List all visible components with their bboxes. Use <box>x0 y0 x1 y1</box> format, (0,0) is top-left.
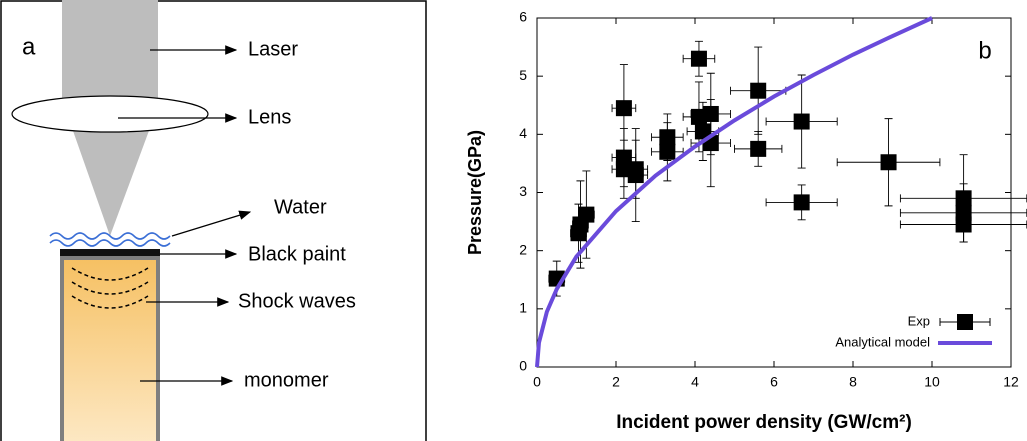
y-tick-label: 0 <box>519 358 527 374</box>
x-tick-label: 0 <box>533 374 541 390</box>
arrows <box>118 45 252 386</box>
marker <box>793 113 810 130</box>
y-tick-label: 2 <box>519 241 527 257</box>
marker <box>880 154 897 171</box>
arrow <box>171 210 252 237</box>
shock-waves <box>71 267 149 309</box>
y-tick-label: 1 <box>519 300 527 316</box>
panel-label: b <box>978 37 991 64</box>
marker <box>750 140 767 157</box>
x-tick-label: 8 <box>849 374 857 390</box>
marker <box>750 82 767 99</box>
legend-label: Analytical model <box>835 334 930 349</box>
marker <box>627 161 644 178</box>
marker <box>955 216 972 233</box>
focused-beam <box>72 128 150 236</box>
label: Laser <box>248 38 298 60</box>
label: monomer <box>244 369 329 391</box>
panel-label: a <box>22 33 36 60</box>
model-line <box>535 16 933 368</box>
y-axis-label: Pressure(GPa) <box>465 130 485 255</box>
x-tick-label: 10 <box>924 374 940 390</box>
laser-beam <box>62 0 158 108</box>
y-tick-label: 6 <box>519 9 527 25</box>
x-tick-label: 12 <box>1003 374 1019 390</box>
y-tick-label: 3 <box>519 183 527 199</box>
legend-label: Exp <box>908 313 930 328</box>
legend-swatch <box>957 314 973 330</box>
water <box>49 232 171 247</box>
x-axis-label: Incident power density (GW/cm²) <box>616 412 912 433</box>
monomer <box>60 256 160 441</box>
marker <box>793 194 810 211</box>
y-tick-label: 5 <box>519 67 527 83</box>
label: Shock waves <box>238 290 356 312</box>
lens <box>11 95 209 133</box>
plot-frame <box>536 17 1012 368</box>
x-tick-label: 2 <box>612 374 620 390</box>
label: Black paint <box>248 243 346 265</box>
x-tick-label: 4 <box>691 374 699 390</box>
x-tick-label: 6 <box>770 374 778 390</box>
label: Water <box>274 196 327 218</box>
marker <box>615 100 632 117</box>
marker <box>659 143 676 160</box>
diagram: a Laser Lens Water Black paint Shock wav… <box>0 0 427 441</box>
label: Lens <box>248 106 291 128</box>
marker <box>578 206 595 223</box>
y-tick-label: 4 <box>519 125 527 141</box>
black-paint <box>60 249 160 258</box>
marker <box>690 50 707 67</box>
